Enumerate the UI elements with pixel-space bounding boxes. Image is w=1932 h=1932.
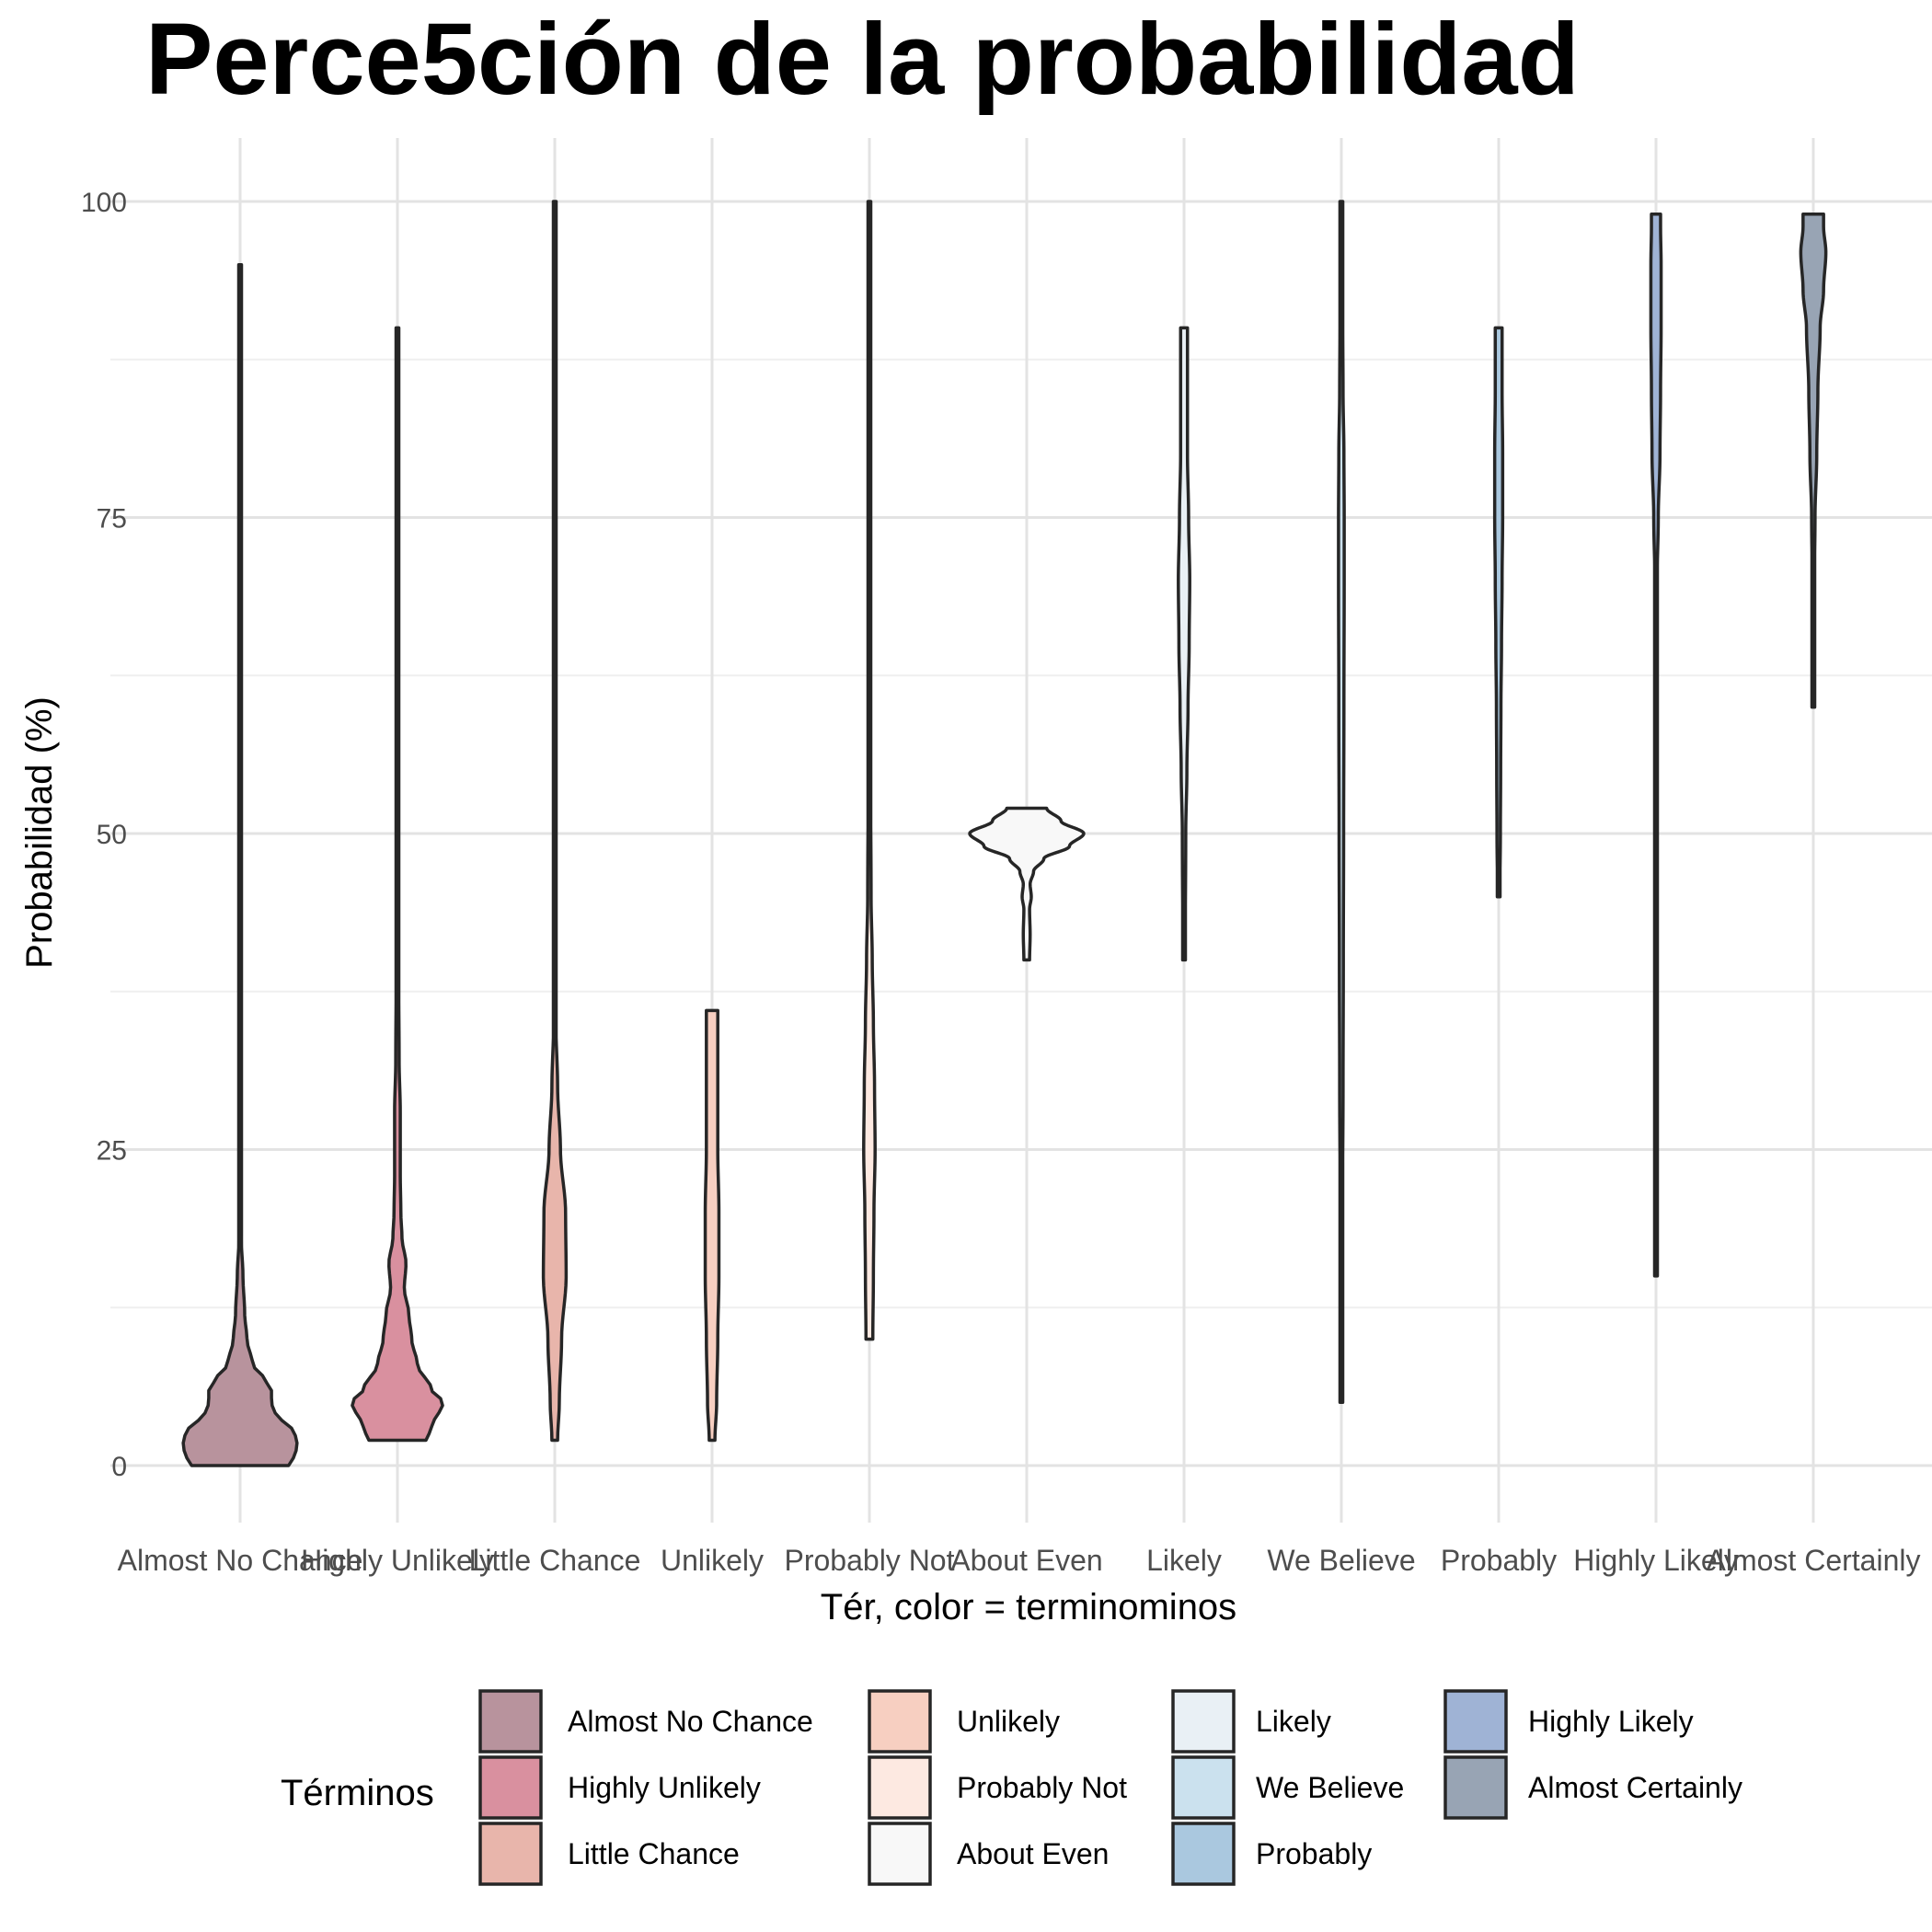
legend-item: Probably [1171,1822,1372,1886]
legend-label: Almost Certainly [1528,1771,1742,1804]
legend-items: Almost No Chance Highly Unlikely Little Ch… [478,1689,1742,1886]
chart-title: Perce5ción de la probabilidad [145,3,1580,116]
legend-item: Unlikely [868,1689,1060,1754]
legend-item: We Believe [1171,1755,1404,1820]
violin-highly-likely [1649,212,1663,1278]
x-tick-label: Unlikely [661,1544,764,1577]
legend-item: Highly Likely [1443,1689,1694,1754]
y-tick-label: 100 [81,188,127,218]
legend-title: Términos [281,1773,434,1813]
legend-swatch [478,1689,543,1754]
legend-label: Highly Unlikely [568,1771,761,1804]
violin-likely [1177,326,1191,962]
legend-label: Unlikely [957,1705,1060,1738]
violin-probably [1492,326,1505,899]
x-tick-label: Highly Likely [1573,1544,1739,1577]
legend-swatch [1171,1689,1236,1754]
x-tick-label: Almost No Chance [118,1544,363,1577]
legend-swatch [868,1689,932,1754]
x-tick-label: Little Chance [469,1544,641,1577]
violin-highly-unlikely [351,326,444,1443]
violin-we-believe [1337,200,1346,1405]
legend-item: Likely [1171,1689,1331,1754]
legend-swatch [1171,1822,1236,1886]
x-tick-label: Probably Not [785,1544,955,1577]
legend-swatch [1443,1689,1508,1754]
legend-item: Probably Not [868,1755,1127,1820]
legend-item: Little Chance [478,1822,740,1886]
x-tick-label: We Believe [1267,1544,1415,1577]
legend-swatch [1171,1755,1236,1820]
legend-label: Highly Likely [1528,1705,1694,1738]
violin-probably-not [862,200,877,1341]
x-tick-label: Highly Unlikely [301,1544,494,1577]
violin-unlikely [703,1008,721,1443]
legend-label: Probably Not [957,1771,1127,1804]
legend-label: About Even [957,1837,1109,1870]
y-tick-label: 50 [97,820,127,850]
legend-swatch [868,1755,932,1820]
y-tick-label: 75 [97,504,127,535]
legend-item: About Even [868,1822,1109,1886]
violin-group [181,200,1828,1467]
y-axis-ticks: 0 25 50 75 100 [81,188,127,1482]
violin-almost-no-chance [181,262,299,1467]
legend-swatch [478,1822,543,1886]
legend-swatch [478,1755,543,1820]
legend-item: Highly Unlikely [478,1755,761,1820]
violin-almost-certainly [1799,212,1828,709]
legend-item: Almost No Chance [478,1689,813,1754]
legend-label: We Believe [1256,1771,1404,1804]
legend-item: Almost Certainly [1443,1755,1742,1820]
legend-swatch [1443,1755,1508,1820]
violin-about-even [968,806,1086,962]
legend-swatch [868,1822,932,1886]
y-tick-label: 25 [97,1136,127,1167]
y-axis-title: Probabilidad (%) [19,696,60,969]
legend-label: Almost No Chance [568,1705,813,1738]
x-tick-label: Almost Certainly [1707,1544,1921,1577]
x-axis-title: Tér, color = terminominos [821,1587,1236,1627]
legend-label: Probably [1256,1837,1372,1870]
legend-label: Little Chance [568,1837,740,1870]
x-tick-label: About Even [950,1544,1102,1577]
violin-little-chance [541,200,569,1443]
x-tick-label: Likely [1146,1544,1222,1577]
y-tick-label: 0 [111,1452,127,1482]
legend-label: Likely [1256,1705,1331,1738]
legend: Términos Almost No Chance Highly Unlikely… [281,1689,1742,1886]
x-tick-label: Probably [1441,1544,1557,1577]
